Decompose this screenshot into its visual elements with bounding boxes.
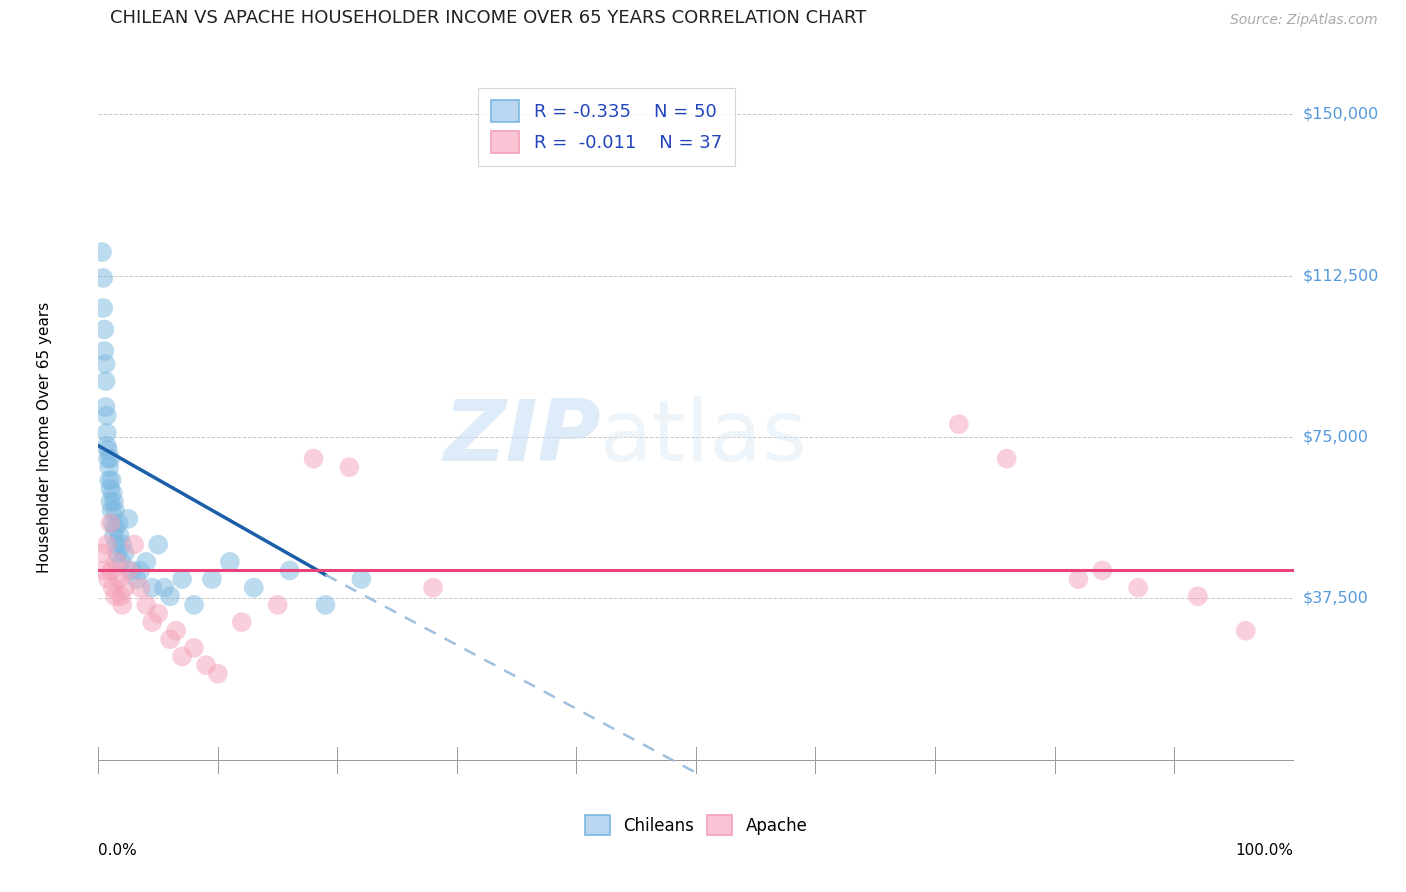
Point	[103, 529, 125, 543]
Point	[98, 451, 122, 466]
Point	[101, 486, 124, 500]
Point	[350, 572, 373, 586]
Text: 100.0%: 100.0%	[1236, 843, 1294, 858]
Point	[98, 494, 122, 508]
Point	[104, 520, 127, 534]
Point	[172, 649, 194, 664]
Point	[267, 598, 290, 612]
Point	[183, 598, 205, 612]
Point	[117, 512, 139, 526]
Point	[148, 538, 170, 552]
Point	[129, 581, 152, 595]
Point	[124, 538, 146, 552]
Point	[110, 555, 132, 569]
Point	[114, 581, 136, 595]
Point	[231, 615, 253, 629]
Point	[96, 439, 118, 453]
Point	[98, 482, 122, 496]
Point	[219, 555, 242, 569]
Point	[315, 598, 337, 612]
Point	[107, 572, 129, 586]
Point	[948, 417, 970, 432]
Point	[94, 400, 117, 414]
Point	[107, 546, 129, 560]
Point	[1128, 581, 1150, 595]
Point	[172, 572, 194, 586]
Point	[104, 589, 127, 603]
Text: Source: ZipAtlas.com: Source: ZipAtlas.com	[1230, 13, 1378, 28]
Point	[91, 546, 114, 560]
Point	[141, 615, 163, 629]
Point	[1091, 564, 1114, 578]
Point	[159, 589, 181, 603]
Point	[114, 546, 136, 560]
Point	[108, 529, 131, 543]
Point	[97, 442, 120, 457]
Point	[94, 357, 117, 371]
Point	[91, 271, 114, 285]
Point	[101, 516, 124, 530]
Point	[1067, 572, 1090, 586]
Point	[135, 555, 157, 569]
Point	[117, 564, 139, 578]
Point	[96, 425, 118, 440]
Text: $112,500: $112,500	[1303, 268, 1379, 284]
Text: CHILEAN VS APACHE HOUSEHOLDER INCOME OVER 65 YEARS CORRELATION CHART: CHILEAN VS APACHE HOUSEHOLDER INCOME OVE…	[111, 10, 866, 28]
Point	[107, 516, 129, 530]
Point	[148, 607, 170, 621]
Point	[135, 598, 157, 612]
Point	[111, 598, 134, 612]
Point	[91, 245, 114, 260]
Point	[302, 451, 325, 466]
Point	[129, 564, 152, 578]
Point	[159, 632, 181, 647]
Point	[98, 460, 121, 475]
Point	[97, 572, 120, 586]
Legend: Chileans, Apache: Chileans, Apache	[578, 808, 814, 842]
Point	[153, 581, 176, 595]
Point	[183, 640, 205, 655]
Point	[243, 581, 266, 595]
Point	[201, 572, 224, 586]
Text: ZIP: ZIP	[443, 395, 600, 479]
Point	[101, 581, 124, 595]
Point	[422, 581, 444, 595]
Point	[93, 322, 115, 336]
Text: $150,000: $150,000	[1303, 107, 1379, 122]
Point	[93, 564, 115, 578]
Text: 0.0%: 0.0%	[98, 843, 138, 858]
Text: $37,500: $37,500	[1303, 591, 1369, 606]
Point	[103, 494, 125, 508]
Point	[195, 658, 218, 673]
Point	[96, 409, 118, 423]
Point	[1234, 624, 1257, 638]
Text: $75,000: $75,000	[1303, 430, 1369, 444]
Point	[121, 564, 143, 578]
Point	[104, 503, 127, 517]
Point	[100, 473, 122, 487]
Point	[278, 564, 301, 578]
Point	[111, 538, 134, 552]
Point	[100, 564, 122, 578]
Point	[94, 374, 117, 388]
Point	[93, 344, 115, 359]
Point	[100, 503, 122, 517]
Point	[98, 516, 122, 530]
Point	[141, 581, 163, 595]
Point	[207, 666, 229, 681]
Point	[91, 301, 114, 315]
Point	[96, 538, 118, 552]
Point	[97, 451, 120, 466]
Point	[339, 460, 361, 475]
Point	[1187, 589, 1209, 603]
Point	[105, 538, 128, 552]
Text: Householder Income Over 65 years: Householder Income Over 65 years	[37, 301, 52, 573]
Text: atlas: atlas	[600, 395, 808, 479]
Point	[165, 624, 187, 638]
Point	[98, 473, 121, 487]
Point	[105, 555, 128, 569]
Point	[110, 589, 132, 603]
Point	[995, 451, 1018, 466]
Point	[125, 572, 148, 586]
